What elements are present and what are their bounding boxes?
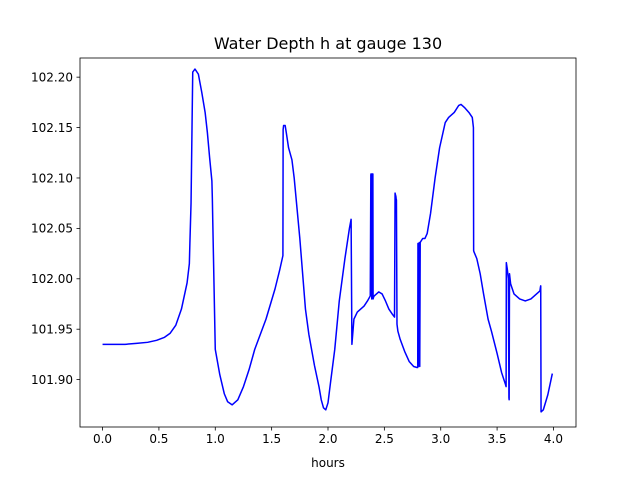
x-tick-label: 2.5 <box>375 432 394 446</box>
x-axis-label: hours <box>311 456 345 470</box>
y-tick-label: 102.10 <box>31 171 73 185</box>
x-tick-label: 4.0 <box>544 432 563 446</box>
series-line-0 <box>102 68 554 413</box>
x-tick-label: 3.0 <box>431 432 450 446</box>
y-tick-label: 102.20 <box>31 70 73 84</box>
x-tick-label: 0.5 <box>149 432 168 446</box>
y-tick-label: 101.95 <box>31 323 73 337</box>
y-tick-label: 102.15 <box>31 121 73 135</box>
chart-title: Water Depth h at gauge 130 <box>214 34 442 53</box>
y-tick-label: 101.90 <box>31 373 73 387</box>
x-tick-label: 1.0 <box>206 432 225 446</box>
y-tick-label: 102.05 <box>31 222 73 236</box>
x-tick-label: 3.5 <box>488 432 507 446</box>
y-tick-label: 102.00 <box>31 272 73 286</box>
x-tick-label: 1.5 <box>262 432 281 446</box>
x-tick-label: 0.0 <box>93 432 112 446</box>
x-tick-label: 2.0 <box>318 432 337 446</box>
